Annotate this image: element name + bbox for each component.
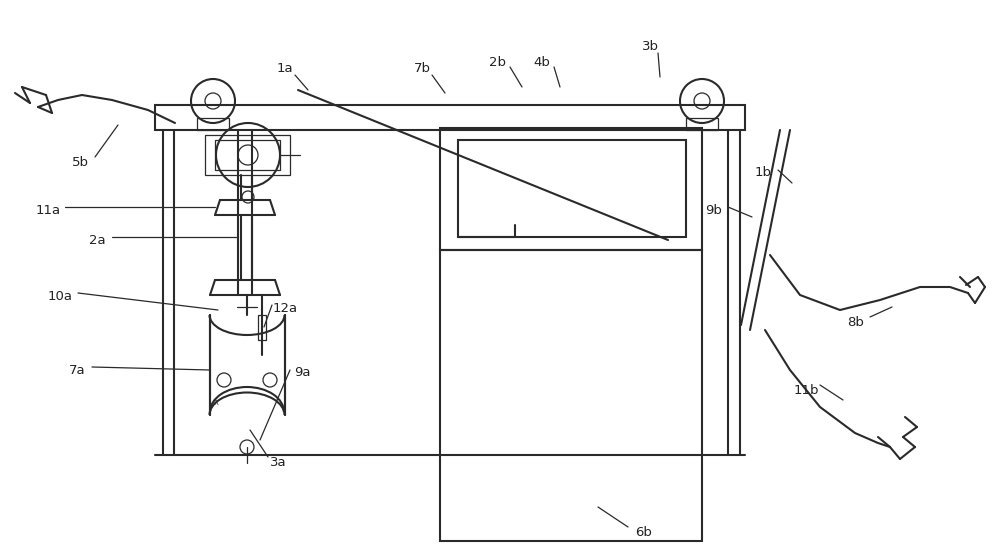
Text: 3a: 3a: [270, 456, 286, 468]
Bar: [215, 140, 280, 170]
Bar: [440, 128, 702, 250]
Text: R: R: [213, 400, 218, 406]
Text: 1b: 1b: [755, 166, 772, 179]
Text: 3b: 3b: [642, 41, 658, 53]
Text: 9b: 9b: [706, 204, 722, 216]
Text: 4b: 4b: [534, 57, 550, 69]
Bar: [155, 105, 745, 130]
Text: 8b: 8b: [848, 316, 864, 330]
Bar: [197, 118, 229, 130]
Text: 7b: 7b: [414, 62, 430, 74]
Bar: [686, 118, 718, 130]
Text: 12a: 12a: [272, 302, 298, 315]
Text: 9a: 9a: [294, 366, 310, 380]
Bar: [440, 250, 702, 541]
Text: 5b: 5b: [72, 157, 88, 169]
Bar: [258, 315, 266, 340]
Bar: [205, 135, 290, 175]
Text: 1a: 1a: [277, 62, 293, 74]
Text: 10a: 10a: [48, 290, 72, 304]
Text: 11a: 11a: [35, 204, 61, 216]
Text: 2a: 2a: [89, 234, 105, 246]
Text: 7a: 7a: [69, 364, 85, 376]
Text: 2b: 2b: [490, 57, 507, 69]
Bar: [458, 140, 686, 237]
Text: 6b: 6b: [636, 526, 652, 538]
Text: 11b: 11b: [793, 384, 819, 396]
